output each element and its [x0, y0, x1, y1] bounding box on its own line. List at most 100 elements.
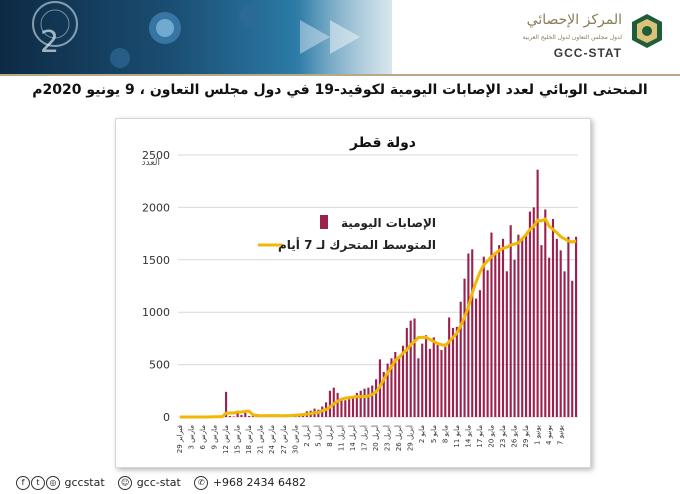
bar-daily-cases: [425, 335, 428, 417]
bar-series: [205, 169, 578, 417]
whatsapp-link[interactable]: ✆ +968 2434 6482: [194, 476, 307, 490]
bar-daily-cases: [413, 318, 416, 417]
footer-social-bar: f t ◎ gccstat ☺ gcc-stat ✆ +968 2434 6482: [16, 476, 316, 490]
x-tick-label: 12 مارس: [222, 425, 230, 454]
bar-daily-cases: [328, 390, 331, 417]
bar-daily-cases: [494, 254, 497, 417]
bar-daily-cases: [409, 320, 412, 417]
header-banner: 2 المركز الإحصائي لدول مجلس التعاون لدول…: [0, 0, 680, 74]
bar-daily-cases: [551, 218, 555, 417]
bar-daily-cases: [563, 271, 566, 417]
bar-daily-cases: [375, 379, 378, 417]
x-tick-label: 29 مايو: [522, 425, 530, 448]
y-tick-label: 0: [163, 411, 170, 424]
bar-daily-cases: [455, 326, 458, 417]
bar-daily-cases: [436, 344, 439, 417]
x-tick-label: 20 أبريل: [371, 425, 380, 451]
bar-daily-cases: [367, 387, 370, 417]
bar-daily-cases: [248, 415, 251, 417]
bar-daily-cases: [478, 290, 481, 417]
gcc-stat-logo: المركز الإحصائي لدول مجلس التعاون لدول ا…: [500, 6, 672, 68]
x-tick-label: 7 يونيو: [557, 425, 565, 445]
snapchat-handle: gcc-stat: [136, 476, 181, 489]
bar-daily-cases: [451, 327, 455, 417]
bar-daily-cases: [417, 358, 420, 417]
x-tick-label: 2 مايو: [418, 425, 426, 443]
x-tick-label: 8 مايو: [441, 425, 449, 443]
x-tick-label: 11 مايو: [453, 425, 461, 448]
bar-daily-cases: [386, 363, 389, 417]
bar-daily-cases: [548, 257, 551, 417]
x-tick-label: 24 مارس: [268, 425, 276, 454]
bar-daily-cases: [513, 259, 516, 417]
bar-daily-cases: [498, 245, 501, 417]
x-tick-label: 5 أبريل: [313, 425, 322, 447]
bar-daily-cases: [432, 337, 435, 417]
x-tick-label: 17 مايو: [476, 425, 484, 448]
x-tick-label: 2 أبريل: [302, 425, 311, 447]
bar-daily-cases: [390, 358, 393, 417]
bar-daily-cases: [555, 238, 558, 417]
moving-average-line-layer: [179, 217, 577, 419]
y-tick-label: 1500: [142, 254, 170, 267]
facebook-icon[interactable]: f: [16, 476, 30, 490]
bar-daily-cases: [505, 271, 508, 417]
bar-daily-cases: [398, 356, 401, 417]
svg-text:2: 2: [40, 25, 59, 60]
x-tick-label: 4 يونيو: [545, 425, 553, 445]
header-divider: [0, 74, 680, 76]
x-tick-label: 29 فبراير: [176, 425, 184, 453]
bar-daily-cases: [528, 211, 531, 417]
bar-daily-cases: [571, 280, 574, 417]
bar-daily-cases: [232, 416, 235, 417]
social-links[interactable]: f t ◎ gccstat: [16, 476, 108, 490]
bar-daily-cases: [355, 392, 358, 417]
x-tick-label: 27 مارس: [280, 425, 288, 454]
twitter-icon[interactable]: t: [31, 476, 45, 490]
logo-english-text: GCC-STAT: [553, 46, 622, 60]
bar-daily-cases: [340, 398, 343, 417]
y-axis-label: العدد: [142, 158, 160, 168]
bar-daily-cases: [459, 301, 462, 417]
gcc-emblem-icon: [632, 14, 662, 48]
bar-daily-cases: [444, 343, 447, 417]
logo-arabic-text: المركز الإحصائي: [526, 12, 622, 28]
bar-daily-cases: [575, 236, 578, 417]
bar-daily-cases: [240, 414, 243, 417]
legend-label-daily-cases: الإصابات اليومية: [341, 216, 436, 231]
bar-daily-cases: [540, 245, 543, 417]
x-tick-label: 18 مارس: [245, 425, 253, 454]
bar-daily-cases: [394, 352, 397, 417]
instagram-icon[interactable]: ◎: [46, 476, 60, 490]
bar-daily-cases: [482, 256, 485, 417]
social-handle: gccstat: [64, 476, 105, 489]
x-tick-label: 20 مايو: [487, 425, 495, 448]
x-tick-label: 26 أبريل: [394, 425, 403, 451]
bar-daily-cases: [536, 169, 539, 417]
bar-daily-cases: [521, 238, 524, 417]
x-tick-label: 5 مايو: [430, 425, 438, 443]
legend-swatch-bars: [320, 215, 328, 229]
bar-daily-cases: [567, 236, 570, 417]
bar-daily-cases: [525, 233, 528, 417]
logo-subtitle: لدول مجلس التعاون لدول الخليج العربية: [522, 34, 623, 41]
bar-daily-cases: [371, 385, 374, 417]
x-tick-label: 14 مايو: [464, 425, 472, 448]
bar-daily-cases: [236, 410, 239, 417]
bar-daily-cases: [228, 415, 231, 417]
chart-title: دولة قطر: [349, 135, 416, 151]
bar-daily-cases: [532, 207, 535, 417]
snapchat-link[interactable]: ☺ gcc-stat: [118, 476, 184, 490]
bar-daily-cases: [225, 391, 228, 417]
x-tick-label: 23 مايو: [499, 425, 507, 448]
x-tick-label: 17 أبريل: [360, 425, 369, 451]
x-tick-label: 6 مارس: [199, 425, 207, 450]
x-tick-label: 3 مارس: [187, 425, 195, 450]
x-tick-label: 26 مايو: [511, 425, 519, 448]
x-tick-label: 15 مارس: [234, 425, 242, 454]
chart-legend: الإصابات اليومية المتوسط المتحرك لـ 7 أيا…: [258, 215, 436, 253]
whatsapp-icon: ✆: [194, 476, 209, 490]
whatsapp-number: +968 2434 6482: [212, 476, 307, 489]
